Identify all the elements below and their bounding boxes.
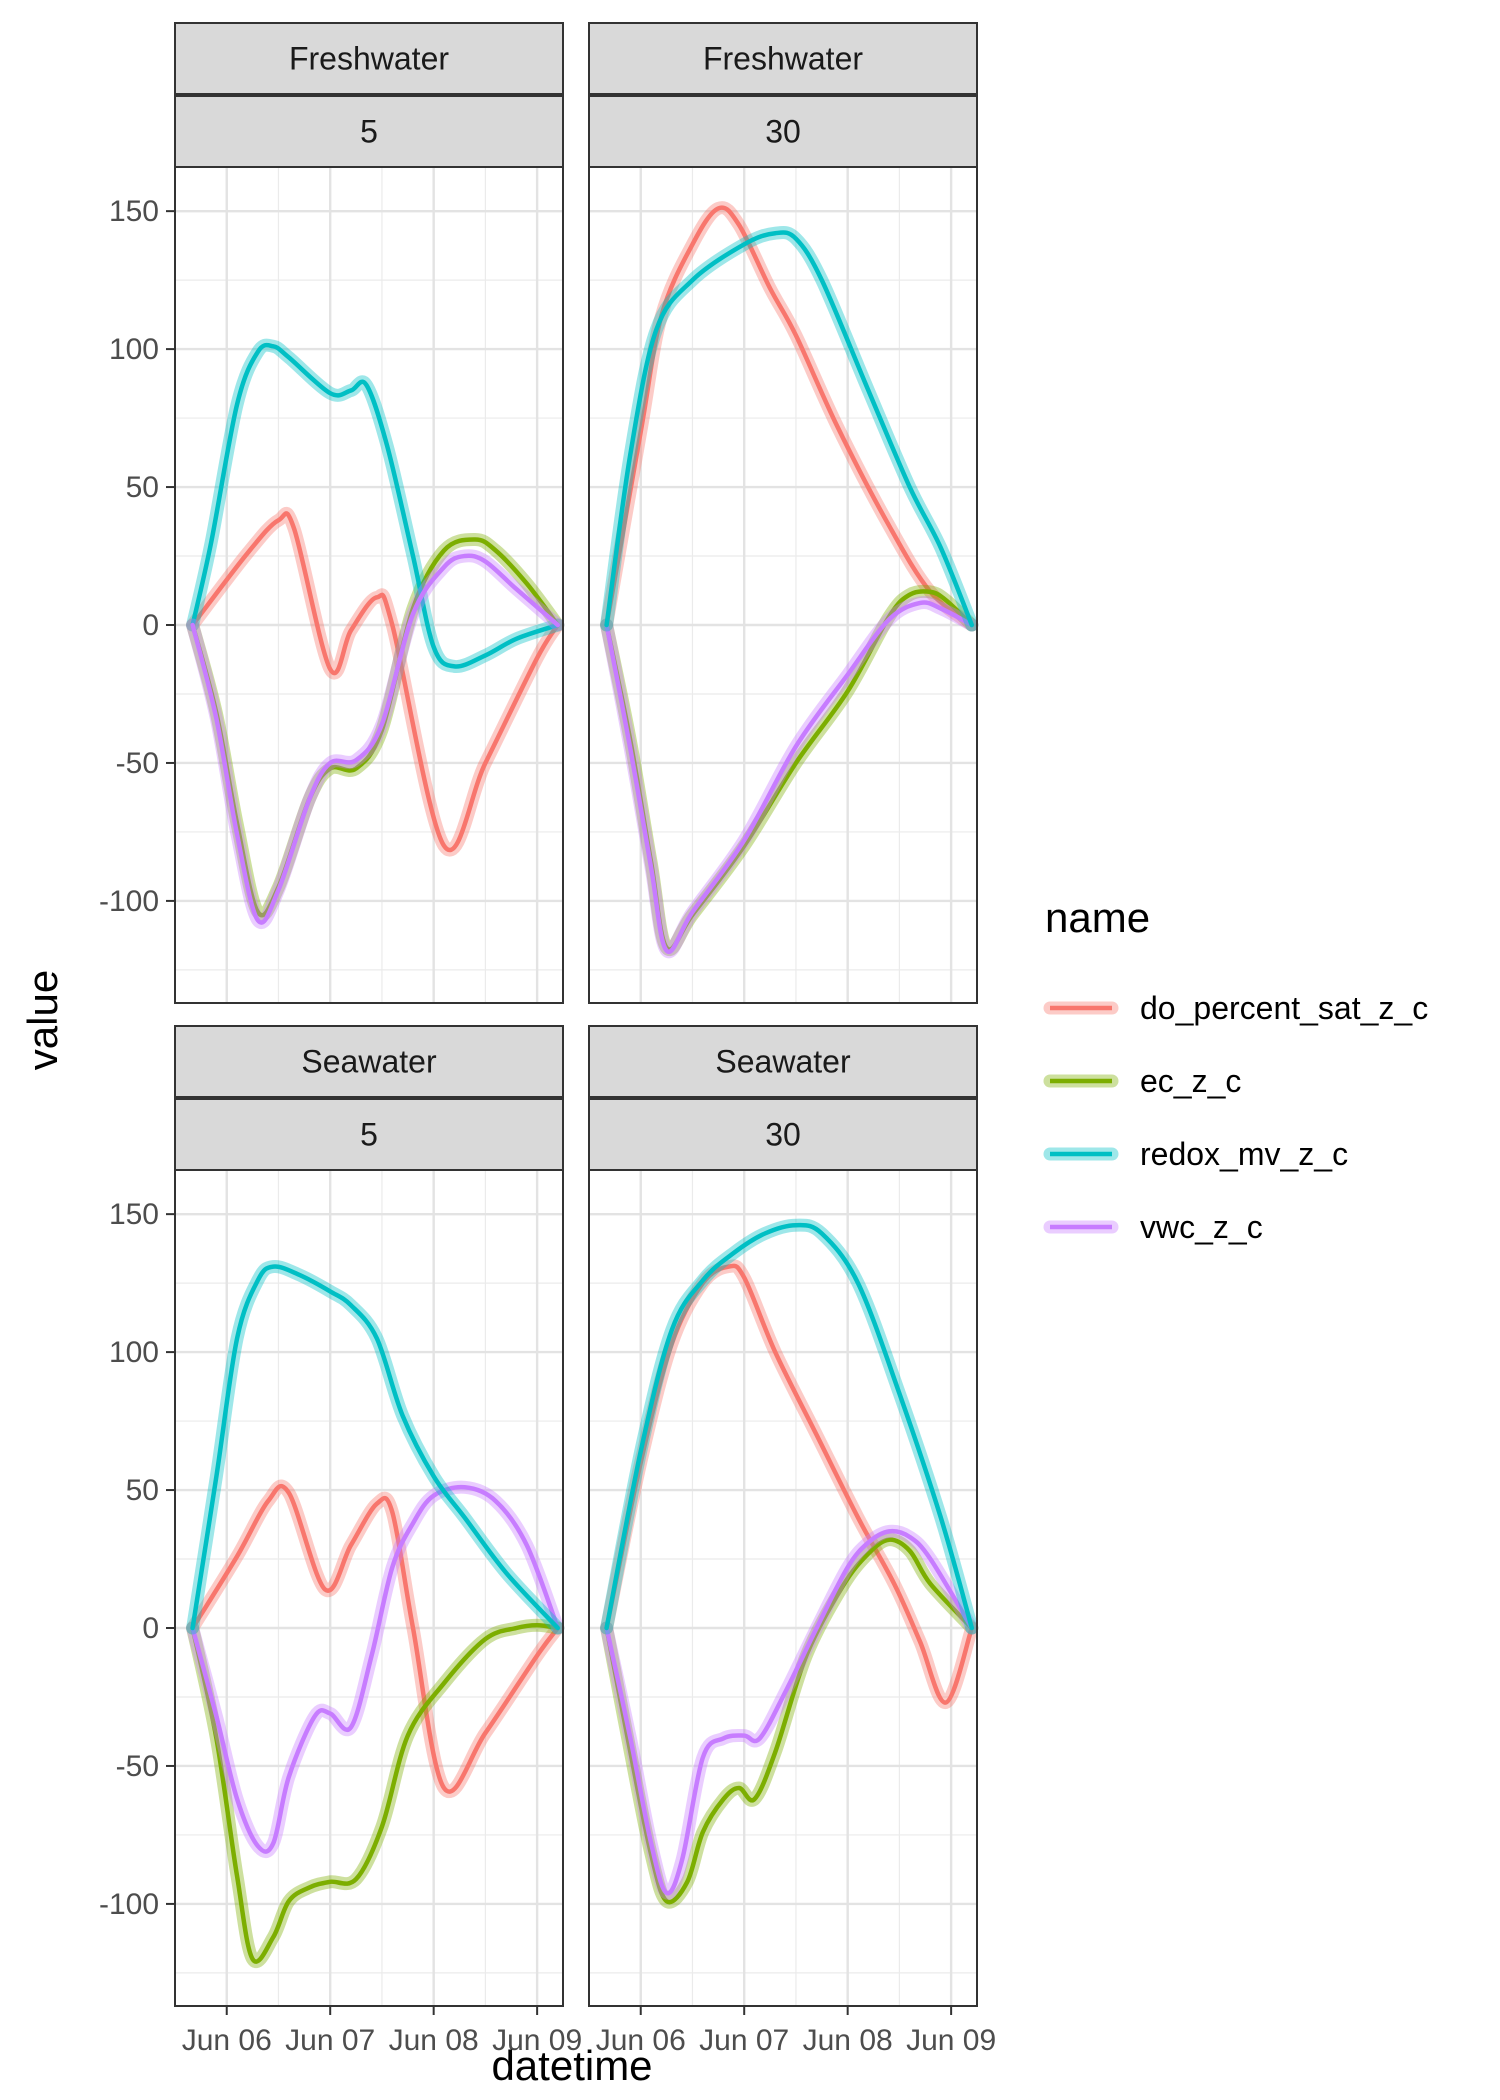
y-tick-label: -100 — [99, 885, 159, 918]
panel-border — [588, 166, 978, 1004]
series-line-redox_mv_z_c — [190, 1264, 561, 1631]
facet-strip-label-depth: 30 — [765, 1117, 801, 1153]
series-line-do_percent_sat_z_c — [604, 1263, 975, 1705]
series-line-vwc_z_c — [190, 1484, 561, 1854]
series-line-redox_mv_z_c — [604, 1222, 975, 1631]
x-tick-label: Jun 08 — [803, 2024, 893, 2057]
series-line-redox_mv_z_c — [604, 230, 975, 628]
panel-border — [174, 1169, 564, 2007]
facet-strip — [588, 22, 978, 95]
panel-background — [175, 167, 563, 1003]
legend-title: name — [1045, 894, 1150, 941]
facet-strip-label-water: Freshwater — [703, 41, 863, 77]
facet-strip-label-depth: 5 — [360, 1117, 378, 1153]
series-line-vwc_z_c — [604, 1528, 975, 1896]
y-tick-label: 150 — [109, 1198, 159, 1231]
y-tick-label: 150 — [109, 195, 159, 228]
legend-label: ec_z_c — [1140, 1063, 1241, 1099]
facet-strip — [588, 1025, 978, 1098]
panel-background — [589, 1170, 977, 2006]
facet-strip-label-depth: 5 — [360, 114, 378, 150]
legend-label: vwc_z_c — [1140, 1209, 1263, 1245]
x-axis-title: datetime — [491, 2042, 652, 2089]
facet-panel: Freshwater 5 -100 -50 0 50 100 150 — [99, 22, 565, 1004]
y-tick-label: -50 — [116, 747, 159, 780]
legend-item: redox_mv_z_c — [1043, 1136, 1348, 1172]
x-tick-label: Jun 07 — [699, 2024, 789, 2057]
y-tick-label: -100 — [99, 1888, 159, 1921]
legend-label: do_percent_sat_z_c — [1140, 990, 1428, 1026]
legend: name do_percent_sat_z_c ec_z_c redox_mv_z_… — [1043, 894, 1428, 1245]
legend-item: do_percent_sat_z_c — [1043, 990, 1428, 1026]
y-tick-label: 0 — [142, 609, 159, 642]
y-tick-label: -50 — [116, 1750, 159, 1783]
panel-background — [175, 1170, 563, 2006]
facet-strip-label-water: Seawater — [715, 1044, 851, 1080]
x-tick-label: Jun 06 — [596, 2024, 686, 2057]
x-tick-label: Jun 06 — [182, 2024, 272, 2057]
series-line-do_percent_sat_z_c — [604, 205, 975, 628]
y-tick-label: 50 — [126, 1474, 159, 1507]
legend-label: redox_mv_z_c — [1140, 1136, 1348, 1172]
series-line-ec_z_c — [190, 1622, 561, 1964]
x-tick-label: Jun 08 — [389, 2024, 479, 2057]
facet-strip-label-depth: 30 — [765, 114, 801, 150]
facet-panel: Freshwater 30 — [588, 22, 979, 1004]
x-tick-label: Jun 09 — [906, 2024, 996, 2057]
facet-strip-label-water: Freshwater — [289, 41, 449, 77]
facet-strip — [588, 95, 978, 168]
facet-panel: Seawater 5 -100 -50 0 50 100 150 Jun 06 Jun 07 Jun… — [99, 1025, 582, 2057]
y-tick-label: 100 — [109, 333, 159, 366]
panels: Freshwater5-100-50050100150Freshwater30S… — [99, 22, 996, 2057]
facet-strip — [174, 22, 564, 95]
series-line-ec_z_c — [604, 1537, 975, 1905]
y-tick-label: 0 — [142, 1612, 159, 1645]
panel-border — [174, 166, 564, 1004]
y-tick-label: 100 — [109, 1336, 159, 1369]
series-line-do_percent_sat_z_c — [190, 511, 561, 852]
legend-item: vwc_z_c — [1043, 1209, 1263, 1245]
facet-strip — [174, 1098, 564, 1171]
y-tick-label: 50 — [126, 471, 159, 504]
y-axis-title: value — [19, 970, 66, 1070]
facet-panel: Seawater 30 Jun 06 Jun 07 Jun 08 Jun 09 — [588, 1025, 996, 2057]
facet-strip — [174, 1025, 564, 1098]
series-line-redox_mv_z_c — [190, 342, 561, 669]
x-tick-label: Jun 09 — [492, 2024, 582, 2057]
facet-strip — [174, 95, 564, 168]
panel-border — [588, 1169, 978, 2007]
facet-strip — [588, 1098, 978, 1171]
series-line-vwc_z_c — [604, 600, 975, 955]
legend-item: ec_z_c — [1043, 1063, 1241, 1099]
x-tick-label: Jun 07 — [285, 2024, 375, 2057]
series-line-do_percent_sat_z_c — [190, 1483, 561, 1794]
facet-strip-label-water: Seawater — [301, 1044, 437, 1080]
series-line-vwc_z_c — [190, 553, 561, 925]
panel-background — [589, 167, 977, 1003]
